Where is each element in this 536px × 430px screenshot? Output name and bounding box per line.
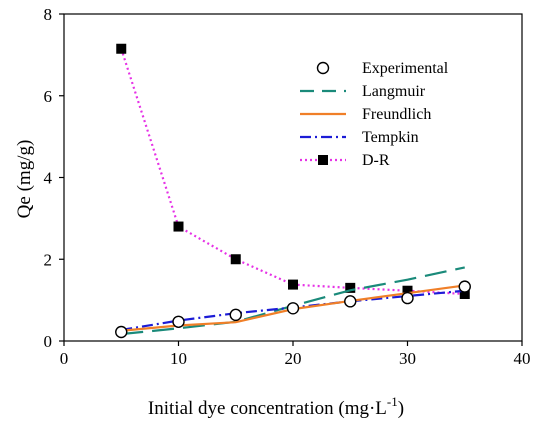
x-tick-label-2: 20 bbox=[285, 349, 302, 368]
point-experimental-6 bbox=[458, 280, 471, 293]
y-tick-label-2: 4 bbox=[44, 169, 53, 188]
point-d-r-5 bbox=[402, 285, 413, 296]
point-experimental-2 bbox=[229, 308, 242, 322]
plot-border bbox=[63, 13, 523, 342]
x-axis-label-superscript: -1 bbox=[387, 394, 398, 409]
point-experimental-4 bbox=[344, 295, 357, 308]
point-experimental-0 bbox=[115, 325, 128, 339]
legend-label-experimental: Experimental bbox=[362, 60, 449, 77]
legend-item-experimental: Experimental bbox=[316, 60, 449, 77]
y-tick-label-0: 0 bbox=[44, 332, 53, 351]
legend-marker-d-r bbox=[318, 155, 328, 165]
legend-item-langmuir: Langmuir bbox=[300, 83, 426, 100]
axis-ticks: 0 10 20 30 40 0 2 4 6 8 bbox=[44, 5, 531, 368]
point-experimental-5 bbox=[401, 291, 414, 305]
x-axis-label-main: Initial dye concentration (mg·L bbox=[148, 398, 387, 419]
series-d-r bbox=[116, 43, 470, 299]
x-tick-label-3: 30 bbox=[399, 349, 416, 368]
point-d-r-1 bbox=[173, 221, 184, 232]
y-tick-label-1: 2 bbox=[44, 250, 53, 269]
y-axis-label: Qe (mg/g) bbox=[14, 140, 35, 219]
legend-label-langmuir: Langmuir bbox=[362, 83, 426, 100]
y-tick-label-3: 6 bbox=[44, 87, 53, 106]
legend-label-tempkin: Tempkin bbox=[362, 129, 419, 146]
series-layer bbox=[115, 43, 471, 339]
point-d-r-3 bbox=[288, 279, 298, 290]
point-experimental-1 bbox=[172, 315, 185, 328]
x-axis-label: Initial dye concentration (mg·L-1) bbox=[148, 394, 404, 419]
legend-item-d-r: D-R bbox=[300, 152, 390, 169]
legend-marker-experimental bbox=[316, 61, 330, 75]
legend: Experimental Langmuir Freundlich Tempkin D-R bbox=[300, 60, 449, 169]
point-d-r-0 bbox=[116, 43, 127, 54]
y-tick-label-4: 8 bbox=[44, 5, 53, 24]
x-tick-label-4: 40 bbox=[514, 349, 531, 368]
point-d-r-2 bbox=[230, 254, 241, 265]
legend-item-freundlich: Freundlich bbox=[300, 106, 431, 123]
x-axis-label-suffix: ) bbox=[398, 398, 404, 419]
legend-item-tempkin: Tempkin bbox=[300, 129, 419, 146]
legend-label-freundlich: Freundlich bbox=[362, 106, 431, 123]
x-tick-label-0: 0 bbox=[60, 349, 69, 368]
series-experimental bbox=[115, 280, 471, 339]
point-experimental-3 bbox=[286, 302, 300, 315]
x-tick-label-1: 10 bbox=[170, 349, 187, 368]
legend-label-d-r: D-R bbox=[362, 152, 390, 169]
point-d-r-6 bbox=[459, 288, 470, 299]
point-d-r-4 bbox=[345, 282, 356, 293]
plot-area bbox=[63, 13, 523, 342]
